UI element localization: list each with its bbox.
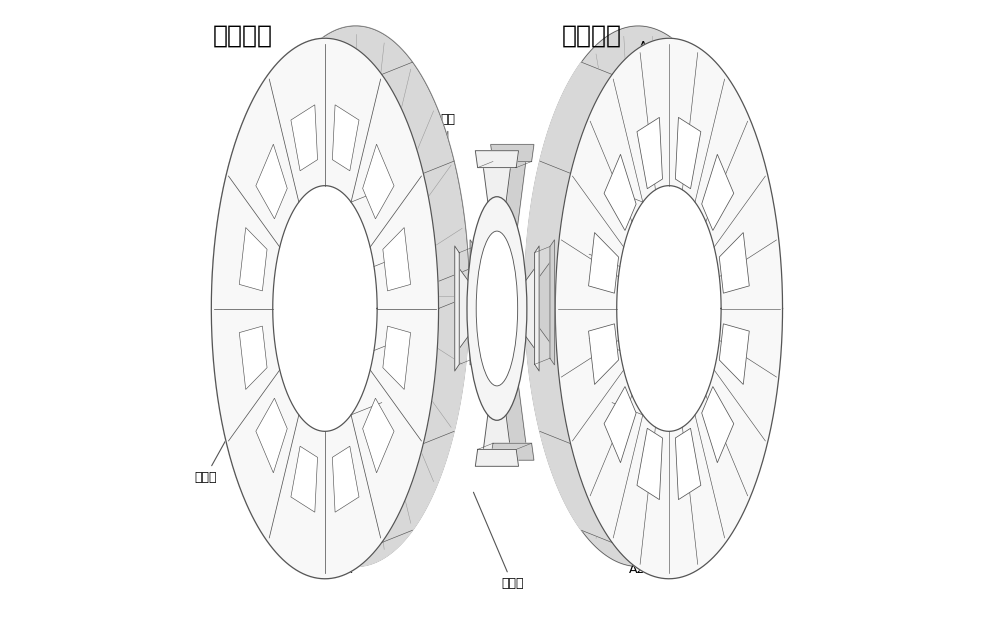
Polygon shape: [498, 350, 527, 457]
Text: 水磁体: 水磁体: [194, 397, 250, 484]
Polygon shape: [475, 449, 519, 466]
Polygon shape: [472, 260, 501, 344]
Polygon shape: [363, 144, 394, 219]
Ellipse shape: [467, 197, 527, 420]
Polygon shape: [256, 144, 287, 219]
Polygon shape: [702, 154, 734, 231]
Text: A2: A2: [321, 559, 355, 576]
Polygon shape: [675, 428, 701, 500]
Polygon shape: [383, 326, 411, 389]
Text: U形铁芯: U形铁芯: [710, 400, 748, 479]
Polygon shape: [535, 246, 539, 371]
Text: A4': A4': [639, 39, 659, 52]
Text: A1: A1: [369, 336, 385, 349]
Polygon shape: [589, 324, 619, 384]
Text: A3': A3': [553, 259, 575, 282]
Polygon shape: [675, 117, 701, 189]
Polygon shape: [273, 186, 377, 431]
Polygon shape: [555, 38, 783, 579]
Polygon shape: [383, 228, 411, 291]
Polygon shape: [604, 386, 636, 463]
Polygon shape: [719, 324, 749, 384]
Polygon shape: [525, 26, 752, 566]
Text: 第一定子: 第一定子: [213, 23, 273, 48]
Polygon shape: [212, 323, 469, 579]
Text: 转子极: 转子极: [473, 492, 524, 590]
Polygon shape: [332, 105, 359, 171]
Polygon shape: [491, 144, 534, 162]
Text: A4: A4: [324, 39, 348, 54]
Ellipse shape: [476, 231, 518, 386]
Polygon shape: [291, 446, 318, 512]
Text: 转子: 转子: [440, 113, 455, 152]
Polygon shape: [550, 240, 554, 365]
Polygon shape: [508, 267, 537, 350]
Polygon shape: [239, 228, 267, 291]
Polygon shape: [491, 443, 534, 460]
Polygon shape: [637, 117, 662, 189]
Polygon shape: [239, 326, 267, 389]
Polygon shape: [482, 154, 511, 261]
Polygon shape: [475, 151, 519, 168]
Text: A3: A3: [222, 350, 255, 369]
Polygon shape: [589, 233, 619, 293]
Polygon shape: [482, 356, 511, 463]
Polygon shape: [455, 246, 459, 371]
Polygon shape: [242, 26, 469, 566]
Polygon shape: [617, 186, 721, 431]
Polygon shape: [498, 147, 527, 255]
Polygon shape: [525, 62, 612, 542]
Polygon shape: [256, 398, 287, 473]
Polygon shape: [604, 154, 636, 231]
Polygon shape: [586, 173, 690, 419]
Text: A2': A2': [629, 558, 649, 576]
Text: A1': A1': [696, 300, 716, 313]
Polygon shape: [702, 386, 734, 463]
Polygon shape: [719, 233, 749, 293]
Ellipse shape: [502, 265, 522, 340]
Polygon shape: [637, 428, 662, 500]
Text: 第二定子: 第二定子: [561, 23, 621, 48]
Polygon shape: [524, 260, 552, 344]
Polygon shape: [211, 38, 439, 579]
Polygon shape: [212, 26, 469, 281]
Polygon shape: [470, 240, 475, 365]
Polygon shape: [332, 446, 359, 512]
Polygon shape: [363, 398, 394, 473]
Polygon shape: [457, 267, 485, 350]
Polygon shape: [291, 105, 318, 171]
Polygon shape: [303, 173, 408, 419]
